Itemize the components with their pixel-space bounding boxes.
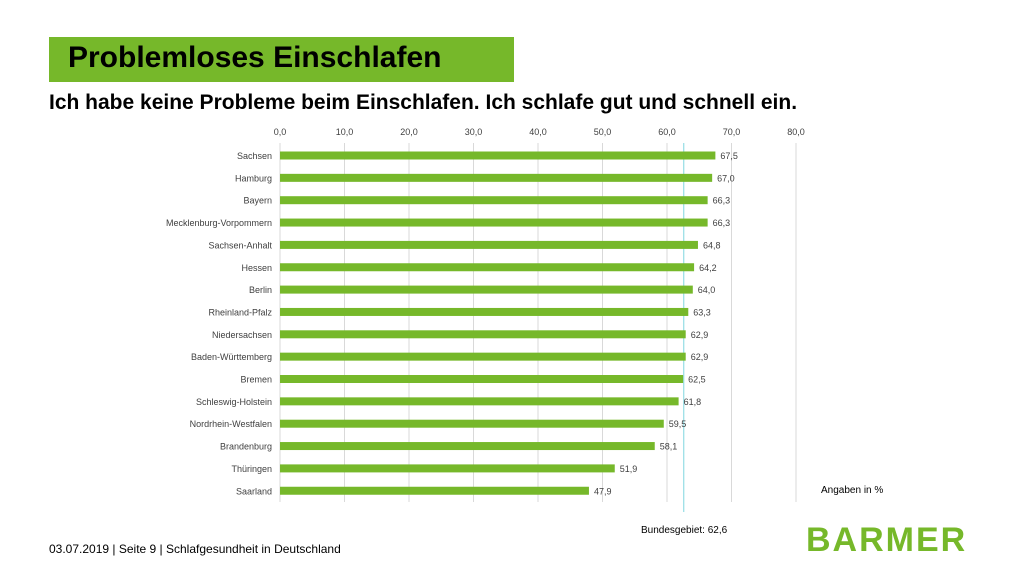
data-label: 58,1 <box>660 442 678 452</box>
category-label: Berlin <box>249 285 272 295</box>
bar <box>280 285 693 294</box>
bar <box>280 173 713 182</box>
x-tick-label: 20,0 <box>400 127 418 137</box>
x-tick-label: 40,0 <box>529 127 547 137</box>
category-label: Rheinland-Pfalz <box>208 307 272 317</box>
data-label: 64,2 <box>699 263 717 273</box>
bar <box>280 442 655 451</box>
category-label: Niedersachsen <box>212 330 272 340</box>
data-label: 61,8 <box>684 397 702 407</box>
bar <box>280 307 689 316</box>
data-label: 64,8 <box>703 240 721 250</box>
x-tick-label: 50,0 <box>594 127 612 137</box>
bar <box>280 263 695 272</box>
x-tick-label: 0,0 <box>274 127 287 137</box>
x-tick-label: 70,0 <box>723 127 741 137</box>
category-label: Sachsen-Anhalt <box>208 240 272 250</box>
category-label: Hamburg <box>235 173 272 183</box>
bar <box>280 218 708 227</box>
title-background <box>49 37 514 82</box>
bar <box>280 352 686 361</box>
x-tick-label: 30,0 <box>465 127 483 137</box>
category-label: Nordrhein-Westfalen <box>190 419 272 429</box>
bar <box>280 419 664 428</box>
category-label: Baden-Württemberg <box>191 352 272 362</box>
data-label: 64,0 <box>698 285 716 295</box>
category-label: Bremen <box>240 375 272 385</box>
unit-note: Angaben in % <box>821 485 884 496</box>
category-label: Mecklenburg-Vorpommern <box>166 218 272 228</box>
data-label: 59,5 <box>669 419 687 429</box>
category-label: Brandenburg <box>220 442 272 452</box>
data-label: 67,0 <box>717 173 735 183</box>
bar <box>280 151 716 160</box>
category-label: Thüringen <box>231 464 272 474</box>
x-tick-label: 60,0 <box>658 127 676 137</box>
x-tick-label: 10,0 <box>336 127 354 137</box>
bar <box>280 397 679 406</box>
bar <box>280 375 684 383</box>
category-label: Schleswig-Holstein <box>196 397 272 407</box>
category-label: Sachsen <box>237 151 272 161</box>
data-label: 67,5 <box>720 151 738 161</box>
average-label: Bundesgebiet: 62,6 <box>641 525 728 536</box>
x-tick-label: 80,0 <box>787 127 805 137</box>
barmer-logo: BARMER <box>806 521 968 559</box>
bar <box>280 330 686 339</box>
data-label: 62,9 <box>691 352 709 362</box>
data-label: 47,9 <box>594 486 612 496</box>
bar <box>280 240 698 249</box>
data-label: 62,5 <box>688 375 706 385</box>
category-label: Bayern <box>243 196 272 206</box>
bar <box>280 196 708 205</box>
page-title: Problemloses Einschlafen <box>68 41 442 74</box>
data-label: 62,9 <box>691 330 709 340</box>
category-label: Hessen <box>241 263 272 273</box>
data-label: 66,3 <box>713 196 731 206</box>
page-subtitle: Ich habe keine Probleme beim Einschlafen… <box>49 91 798 114</box>
data-label: 66,3 <box>713 218 731 228</box>
bar <box>280 464 615 473</box>
bar <box>280 486 589 495</box>
category-label: Saarland <box>236 486 272 496</box>
footer-text: 03.07.2019 | Seite 9 | Schlafgesundheit … <box>49 542 341 556</box>
data-label: 51,9 <box>620 464 638 474</box>
data-label: 63,3 <box>693 307 711 317</box>
